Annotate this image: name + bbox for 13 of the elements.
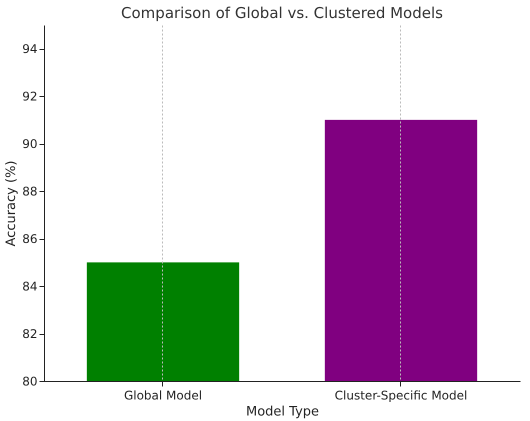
y-tick-label: 84 (22, 280, 38, 294)
y-tick-label: 82 (22, 327, 38, 342)
y-tick-label: 94 (22, 42, 38, 56)
y-tick-label: 80 (22, 374, 38, 388)
y-tick-label: 86 (22, 232, 38, 246)
y-axis-title: Accuracy (%) (4, 160, 20, 246)
y-tick-label: 88 (22, 184, 38, 199)
x-tick-label: Cluster-Specific Model (334, 388, 468, 402)
y-tick-label: 90 (22, 137, 38, 152)
y-tick-label: 92 (22, 90, 38, 104)
x-tick-label: Global Model (124, 388, 202, 402)
chart-title: Comparison of Global vs. Clustered Models (121, 4, 444, 22)
x-axis-title: Model Type (246, 404, 320, 420)
